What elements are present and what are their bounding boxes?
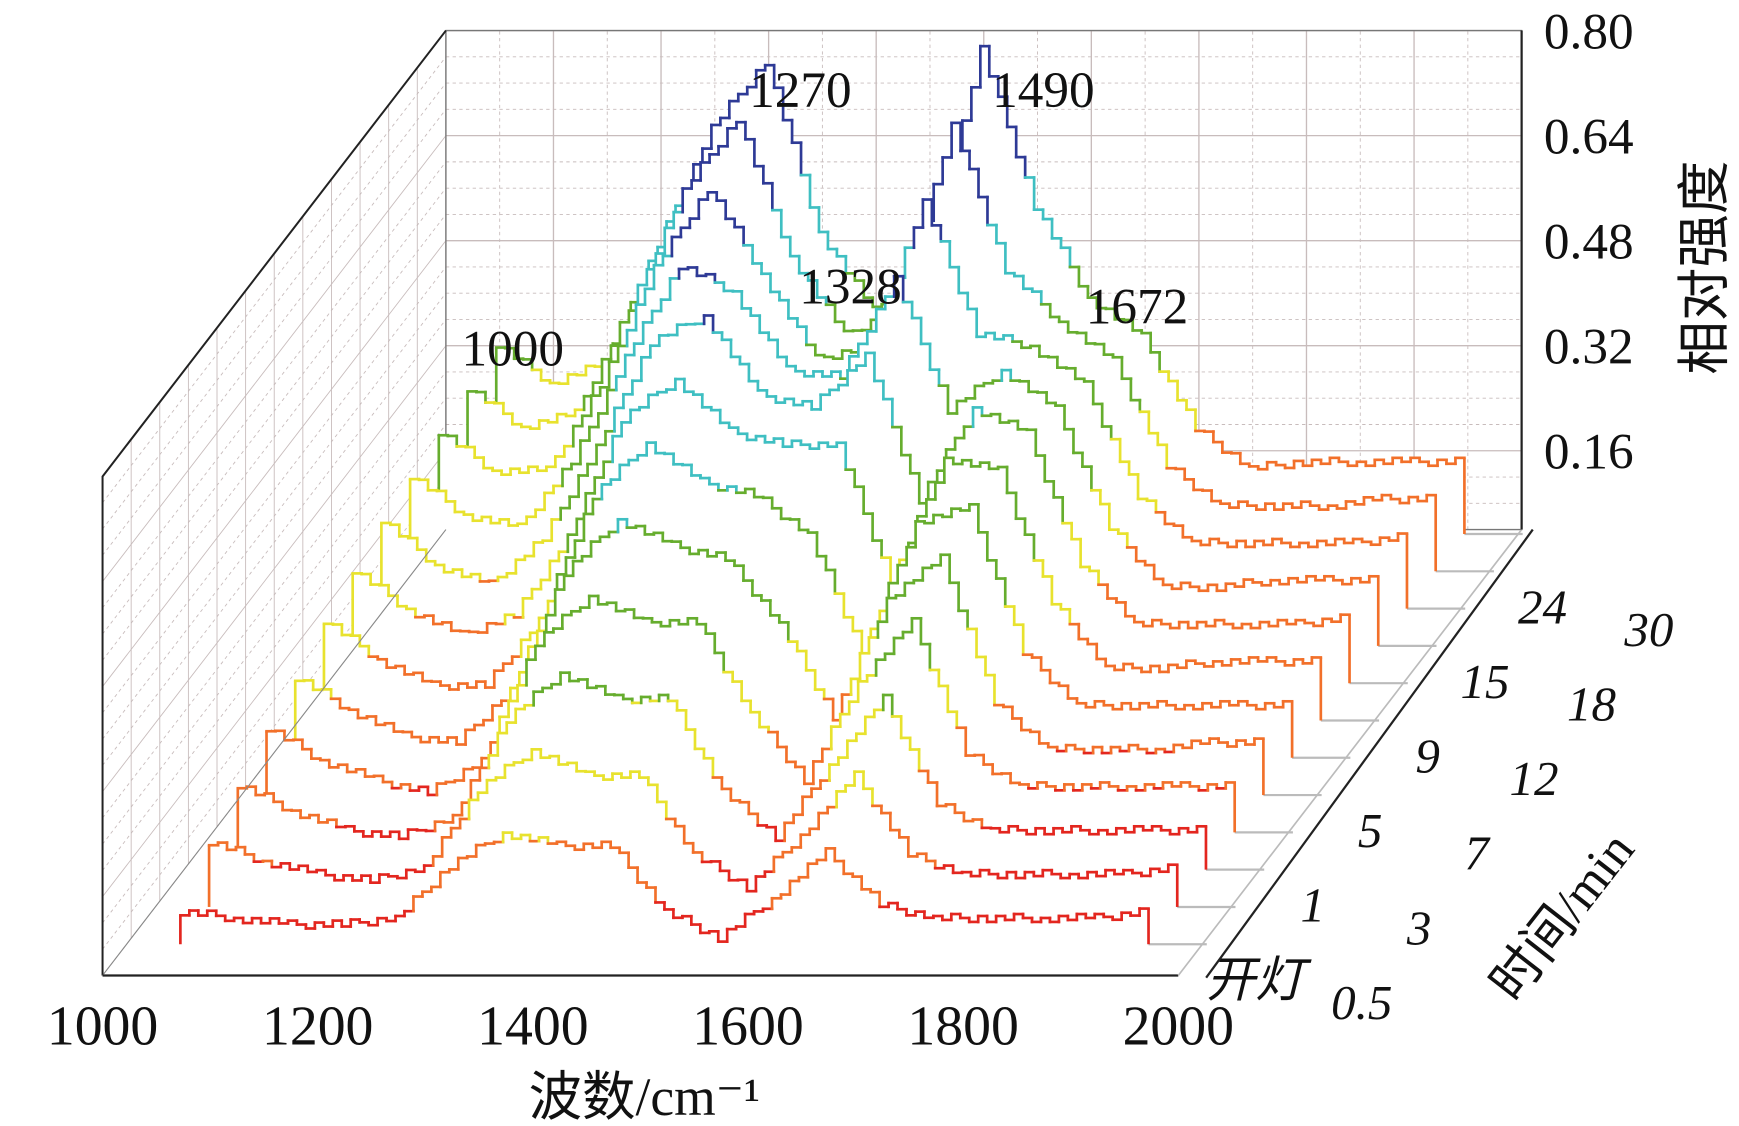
annotation-1328: 1328 — [799, 258, 902, 315]
annotation-1000: 1000 — [462, 321, 565, 378]
y-axis-label: 时间/min — [1480, 822, 1646, 1012]
y-tick-label: 18 — [1567, 677, 1616, 732]
y-axis-line — [1205, 528, 1534, 979]
trace-0.5 — [207, 748, 1236, 909]
traces — [179, 44, 1523, 946]
trace-开灯 — [179, 831, 1207, 946]
floor-right-edge — [1177, 529, 1523, 976]
y-tick-label: 30 — [1623, 602, 1673, 657]
left-wall-border — [101, 29, 447, 976]
x-tick-label: 1800 — [907, 996, 1018, 1058]
y-tick-label: 0.5 — [1331, 975, 1392, 1030]
x-axis-label: 波数/cm⁻¹ — [529, 1067, 761, 1126]
y-tick-label: 15 — [1461, 654, 1510, 709]
z-axis-label: 相对强度 — [1674, 161, 1734, 375]
z-tick-label: 0.16 — [1544, 424, 1634, 481]
annotation-1270: 1270 — [749, 62, 852, 119]
y-tick-label: 3 — [1406, 900, 1432, 955]
y-tick-label: 5 — [1358, 803, 1383, 858]
y-tick-label: 9 — [1415, 729, 1440, 784]
floor-left-edge — [102, 529, 447, 976]
y-tick-label: 12 — [1510, 751, 1559, 806]
annotation-1490: 1490 — [992, 62, 1095, 119]
x-tick-label: 1000 — [47, 996, 158, 1058]
z-tick-label: 0.32 — [1544, 319, 1634, 376]
z-tick-label: 0.80 — [1544, 3, 1634, 60]
z-tick-label: 0.48 — [1544, 213, 1634, 270]
x-tick-label: 2000 — [1123, 996, 1234, 1058]
z-tick-label: 0.64 — [1544, 108, 1634, 165]
y-tick-label: 1 — [1300, 878, 1325, 933]
x-tick-label: 1400 — [477, 996, 588, 1058]
y-tick-label: 开灯 — [1206, 952, 1312, 1007]
y-tick-label: 7 — [1464, 826, 1491, 881]
x-tick-label: 1600 — [692, 996, 803, 1058]
x-tick-label: 1200 — [262, 996, 373, 1058]
annotation-1672: 1672 — [1086, 278, 1189, 335]
y-tick-label: 24 — [1518, 579, 1567, 634]
